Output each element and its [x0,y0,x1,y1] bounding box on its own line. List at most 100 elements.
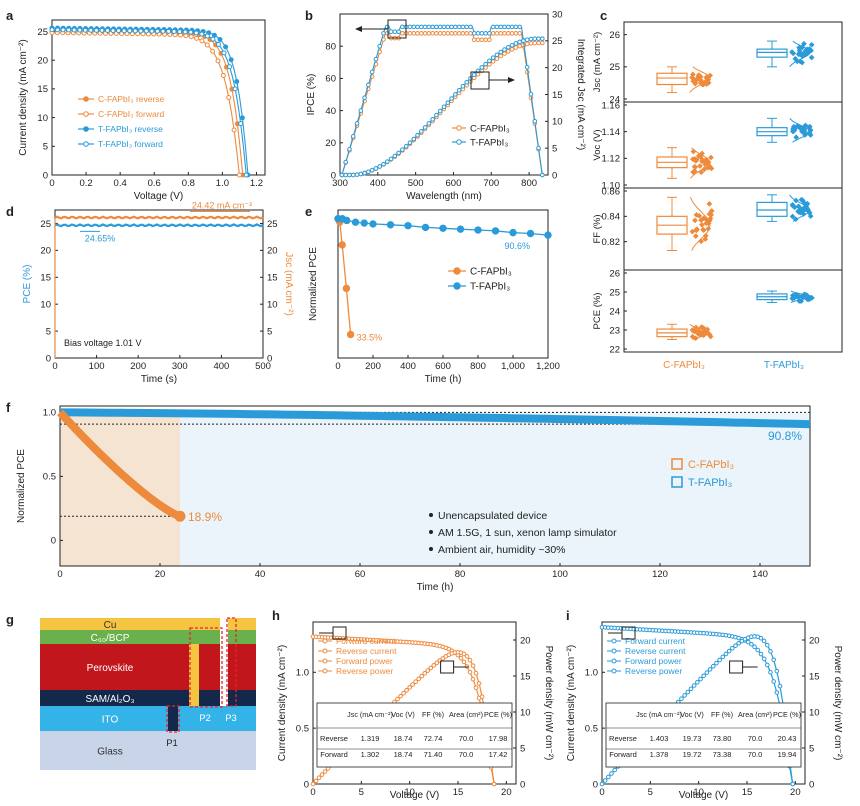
jv-point [116,28,122,34]
jv-point [82,27,88,33]
distribution-point [702,232,709,239]
stabilized-output-line [54,223,264,228]
x-tick-label: 5 [648,787,653,798]
jsc-point [381,161,386,167]
decay-point [544,231,552,239]
table-header: PCE (%) [484,710,512,719]
power-point [606,774,611,780]
y-axis-label: Current density (mA cm⁻²) [277,645,288,761]
ipce-point [430,24,435,30]
device-layer-label: Cu [104,620,117,631]
ipce-point [358,108,364,113]
jv-point [177,29,183,35]
x-tick-label: 100 [552,569,568,580]
power-point [401,690,406,696]
decay-point [491,227,500,235]
distribution-point [689,74,696,81]
current-point [467,669,473,675]
x-tick-label: 20 [501,787,512,798]
ipce-point [498,31,504,36]
jsc-point [430,116,435,122]
jv-point [129,31,135,37]
jsc-point [426,121,432,126]
y2-tick-label: 5 [267,326,272,337]
jv-point [217,36,223,42]
legend-marker [671,476,683,488]
y-tick-label: 20 [325,138,336,149]
x-tick-label: 10 [693,787,704,798]
jsc-point [358,171,364,177]
ipce-point [441,24,447,30]
jv-point [188,34,194,40]
power-point [704,670,710,675]
x-tick-label: 400 [370,178,386,189]
power-point [771,657,776,663]
decay-line [337,218,352,335]
power-point [679,696,684,702]
jv-point [193,30,199,36]
decay-point [474,226,482,234]
jsc-point [505,44,511,50]
ipce-point [445,24,451,30]
decay-point [338,241,346,249]
y2-tick-label: 30 [552,9,563,20]
current-point [764,662,770,668]
stabilized-output-line [54,215,264,220]
y-axis-label: IPCE (%) [306,74,317,116]
power-point [739,638,745,644]
current-point [458,655,464,661]
jsc-point [509,47,515,52]
distribution-point [790,50,797,57]
jv-point [238,121,244,127]
distribution-point [690,327,696,334]
table-cell: 19.94 [778,750,797,759]
jv-point [93,27,99,33]
jv-point [183,33,189,39]
stability-band-c [57,409,182,520]
jsc-point [490,55,496,60]
power-point [434,660,440,666]
power-point [316,775,322,781]
ipce-point [426,24,432,30]
jsc-point [400,147,405,152]
table-cell: 71.40 [424,750,443,759]
jsc-point [434,112,439,118]
y-tick-label: 1.0 [296,668,309,679]
decay-point [439,224,447,232]
legend-label: T-FAPbI₃ [470,282,510,293]
jsc-point [468,76,473,81]
jv-point [223,44,229,50]
legend-label: Forward power [336,656,393,666]
jsc-point [449,96,454,101]
scribe-highlight [166,705,180,733]
category-label: T-FAPbI₃ [764,360,804,371]
power-point [467,657,473,663]
table-header: FF (%) [422,710,444,719]
y-tick-label: 0 [51,536,56,547]
jsc-point [384,159,390,164]
y-tick-label: 25 [609,287,620,298]
jsc-point [502,47,507,52]
table-cell: Forward [320,750,348,759]
table-header: FF (%) [711,710,733,719]
jsc-point [441,104,447,110]
plot-frame-a [51,19,266,176]
legend-label: C-FAPbI₃ [470,124,510,135]
distribution-point [707,154,714,161]
ipce-point [532,118,538,124]
distribution-point [799,197,806,204]
distribution-point [708,207,715,214]
current-point [473,685,479,690]
y2-tick-label: 20 [520,635,531,646]
decay-line [338,218,549,236]
box-c-density [689,323,711,340]
table-header: Area (cm²) [738,710,772,719]
distribution-point [792,125,799,132]
current-point [771,679,776,684]
ipce-point [400,24,405,30]
x-tick-label: 120 [652,569,668,580]
current-point [752,644,757,650]
legend-label: Reverse power [336,666,393,676]
jsc-point [339,172,345,178]
summary-table [605,702,802,768]
